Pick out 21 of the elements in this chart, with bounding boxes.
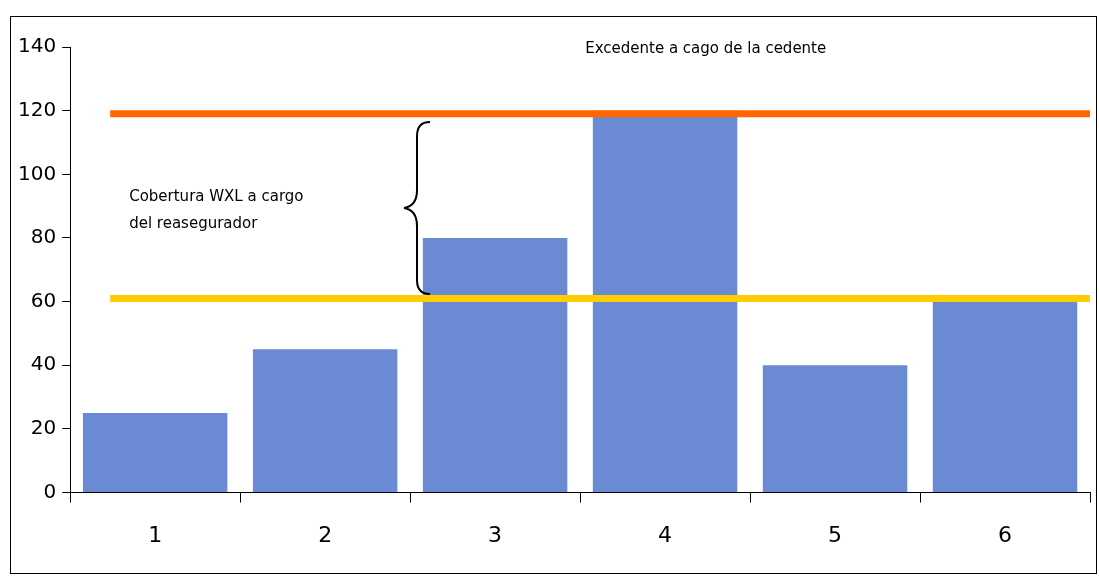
y-tick-label: 40 (30, 351, 57, 376)
x-tick-label: 2 (318, 521, 333, 547)
bar (762, 365, 908, 493)
annotation: Cobertura WXL a cargo del reasegurador (129, 187, 304, 232)
x-tick-label: 4 (658, 521, 673, 547)
y-tick-label: 0 (43, 478, 57, 503)
y-tick-label: 60 (30, 287, 57, 312)
bar (932, 301, 1078, 493)
x-tick-label: 3 (488, 521, 503, 547)
annotation: Excedente a cago de la cedente (585, 39, 827, 57)
y-tick-label: 100 (17, 160, 57, 185)
bar (422, 237, 568, 493)
x-tick-label: 1 (148, 521, 163, 547)
y-tick-label: 20 (30, 415, 57, 440)
bar (82, 413, 228, 493)
y-tick-label: 140 (17, 33, 57, 58)
y-tick-label: 120 (17, 96, 57, 121)
x-tick-label: 6 (998, 521, 1013, 547)
bar (252, 349, 398, 493)
y-tick-label: 80 (30, 224, 57, 249)
x-tick-label: 5 (828, 521, 843, 547)
